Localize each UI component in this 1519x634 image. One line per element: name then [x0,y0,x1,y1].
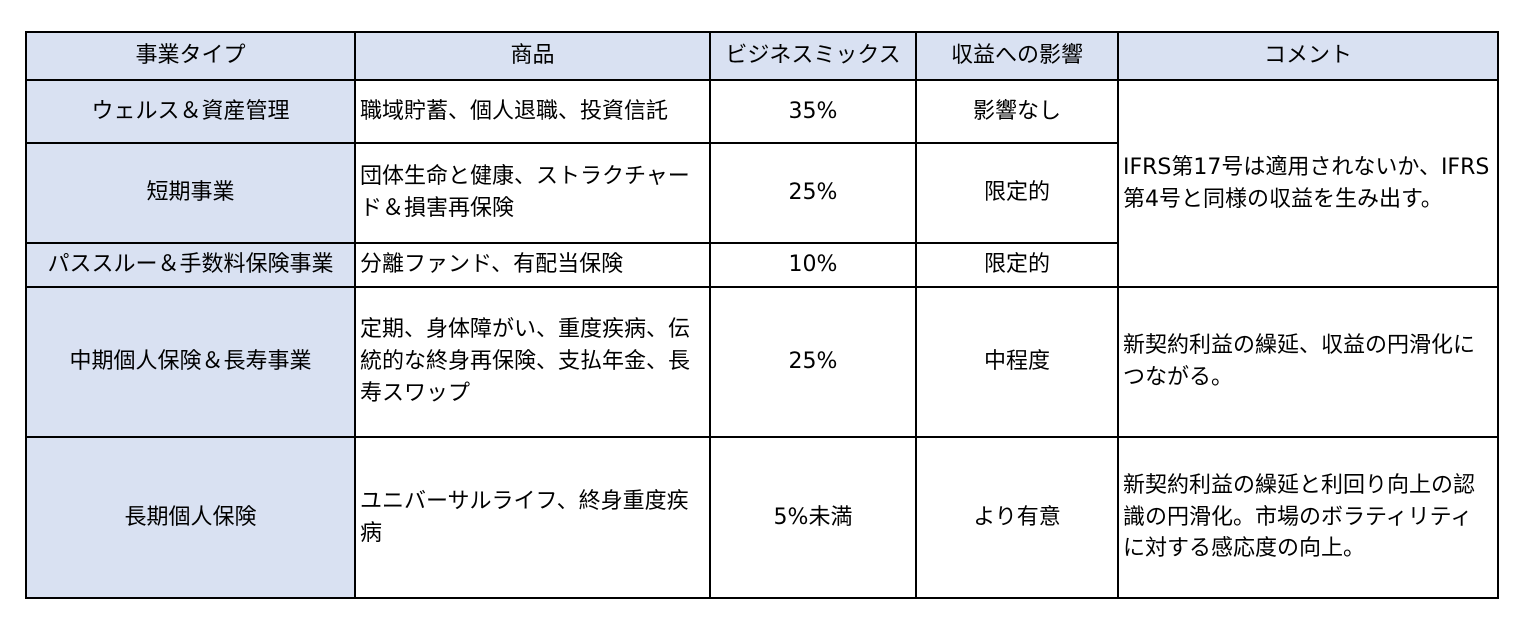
table-row: 短期事業 団体生命と健康、ストラクチャード＆損害再保険 25% 限定的 [25,142,1498,244]
business-type-table: 事業タイプ 商品 ビジネスミックス 収益への影響 コメント ウェルス＆資産管理 … [25,31,1499,599]
business-mix-cell: 25% [709,142,917,244]
header-comment: コメント [1117,31,1499,81]
business-type-cell: ウェルス＆資産管理 [25,79,356,144]
header-business-type: 事業タイプ [25,31,356,81]
comment-cell: 新契約利益の繰延と利回り向上の認識の円滑化。市場のボラティリティに対する感応度の… [1117,436,1499,599]
revenue-impact-cell: 限定的 [915,242,1119,288]
business-mix-cell: 10% [709,242,917,288]
products-cell: 職域貯蓄、個人退職、投資信託 [354,79,711,144]
business-mix-cell: 5%未満 [709,436,917,599]
products-cell: 分離ファンド、有配当保険 [354,242,711,288]
table-row: 中期個人保険＆長寿事業 定期、身体障がい、重度疾病、伝統的な終身再保険、支払年金… [25,286,1499,438]
header-business-mix: ビジネスミックス [709,31,917,81]
products-cell: 団体生命と健康、ストラクチャード＆損害再保険 [354,142,711,244]
header-row: 事業タイプ 商品 ビジネスミックス 収益への影響 コメント [25,31,1499,81]
header-revenue-impact: 収益への影響 [915,31,1119,81]
business-mix-cell: 25% [709,286,917,438]
revenue-impact-cell: 影響なし [915,79,1119,144]
header-products: 商品 [354,31,711,81]
table-row: パススルー＆手数料保険事業 分離ファンド、有配当保険 10% 限定的 [25,242,1498,288]
business-type-cell: 短期事業 [25,142,356,244]
products-cell: 定期、身体障がい、重度疾病、伝統的な終身再保険、支払年金、長寿スワップ [354,286,711,438]
business-mix-cell: 35% [709,79,917,144]
revenue-impact-cell: より有意 [915,436,1119,599]
table-row: ウェルス＆資産管理 職域貯蓄、個人退職、投資信託 35% 影響なし IFRS第1… [25,79,1499,288]
business-type-cell: パススルー＆手数料保険事業 [25,242,356,288]
comment-cell: 新契約利益の繰延、収益の円滑化につながる。 [1117,286,1499,438]
revenue-impact-cell: 中程度 [915,286,1119,438]
table-row: 長期個人保険 ユニバーサルライフ、終身重度疾病 5%未満 より有意 新契約利益の… [25,436,1499,599]
products-cell: ユニバーサルライフ、終身重度疾病 [354,436,711,599]
revenue-impact-cell: 限定的 [915,142,1119,244]
business-type-cell: 中期個人保険＆長寿事業 [25,286,356,438]
business-type-cell: 長期個人保険 [25,436,356,599]
comment-cell: IFRS第17号は適用されないか、IFRS第4号と同様の収益を生み出す。 [1117,79,1499,288]
